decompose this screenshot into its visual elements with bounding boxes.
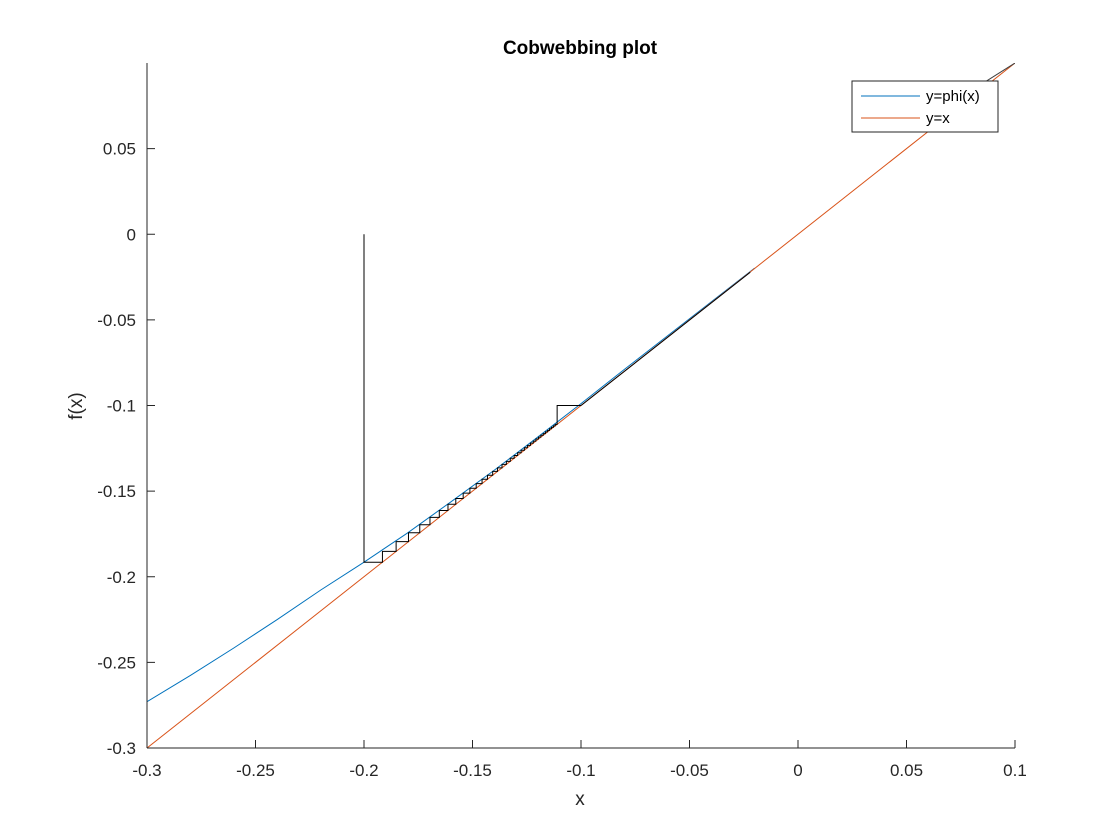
x-tick-label: 0.1 (1003, 761, 1027, 780)
x-tick-label: -0.25 (236, 761, 275, 780)
x-tick-label: -0.1 (566, 761, 595, 780)
y-axis-label: f(x) (66, 392, 87, 419)
x-ticks: -0.3 -0.25 -0.2 -0.15 -0.1 -0.05 0 0.05 0.1 (132, 740, 1027, 780)
chart-title: Cobwebbing plot (503, 38, 658, 59)
y-tick-label: -0.25 (97, 653, 136, 672)
series-line-edge-segment (982, 63, 1015, 84)
legend-label-phi: y=phi(x) (926, 88, 980, 105)
y-tick-label: 0 (127, 225, 136, 244)
x-tick-label: -0.05 (670, 761, 709, 780)
y-ticks: -0.3 -0.25 -0.2 -0.15 -0.1 -0.05 0 0.05 (97, 140, 155, 758)
x-tick-label: -0.3 (132, 761, 161, 780)
plot-lines (147, 63, 1015, 748)
y-tick-label: -0.15 (97, 482, 136, 501)
legend-box (851, 80, 999, 133)
x-tick-label: -0.15 (453, 761, 492, 780)
y-tick-label: -0.3 (107, 739, 136, 758)
x-tick-label: 0 (793, 761, 802, 780)
series-line-phi-curve (147, 267, 755, 703)
y-tick-label: -0.05 (97, 311, 136, 330)
y-tick-label: -0.1 (107, 397, 136, 416)
series-line-cobweb-path (363, 234, 581, 563)
y-tick-label: 0.05 (103, 140, 136, 159)
legend-label-identity: y=x (926, 110, 950, 127)
y-tick-label: -0.2 (107, 568, 136, 587)
series-line-cobweb-tail (580, 271, 751, 406)
x-tick-label: -0.2 (349, 761, 378, 780)
legend: y=phi(x) y=x (851, 80, 999, 133)
x-tick-label: 0.05 (890, 761, 923, 780)
x-axis-label: x (575, 789, 585, 810)
